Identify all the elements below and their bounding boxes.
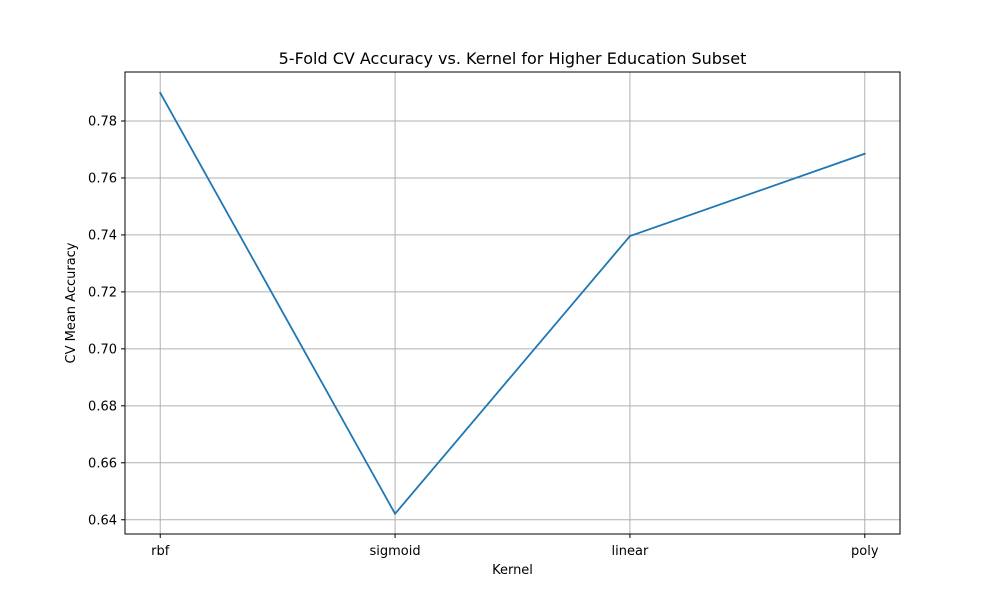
data-point-rbf: [159, 91, 162, 94]
data-point-sigmoid: [394, 512, 396, 515]
x-tick-label-linear: linear: [612, 544, 649, 559]
y-tick-label: 0.68: [88, 399, 117, 414]
y-axis-label: CV Mean Accuracy: [64, 242, 79, 363]
y-tick-label: 0.66: [88, 456, 117, 471]
x-tick-layer: rbf sigmoid linear poly: [151, 534, 879, 559]
series-layer: [159, 91, 866, 515]
y-tick-label: 0.76: [88, 171, 117, 186]
y-tick-layer: 0.64 0.66 0.68 0.70 0.72 0.74 0.76 0.78: [88, 114, 125, 528]
x-tick-label-poly: poly: [851, 544, 879, 559]
y-tick-label: 0.74: [88, 228, 117, 243]
y-tick-label: 0.64: [88, 513, 117, 528]
y-tick-label: 0.78: [88, 114, 117, 129]
y-tick-label: 0.70: [88, 342, 117, 357]
x-tick-label-rbf: rbf: [151, 544, 170, 559]
data-point-poly: [863, 152, 866, 155]
chart-title: 5-Fold CV Accuracy vs. Kernel for Higher…: [279, 49, 747, 68]
grid-layer: [125, 72, 900, 534]
data-point-linear: [629, 235, 631, 237]
x-tick-label-sigmoid: sigmoid: [370, 544, 421, 559]
series-line: [159, 91, 866, 515]
axes-frame: [124, 71, 901, 535]
y-tick-label: 0.72: [88, 285, 117, 300]
x-axis-label: Kernel: [492, 563, 533, 578]
